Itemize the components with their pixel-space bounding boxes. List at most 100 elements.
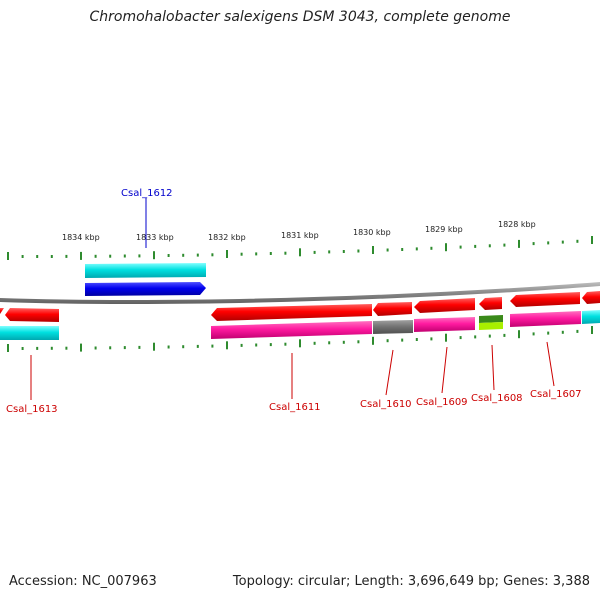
inner-tick xyxy=(240,343,243,347)
outer-tick xyxy=(386,248,389,252)
inner-tick xyxy=(547,331,550,335)
gene-csal-1612-cog[interactable] xyxy=(85,263,206,278)
inner-tick xyxy=(372,336,374,345)
inner-tick xyxy=(226,341,228,350)
gene-csal-1608-cds[interactable] xyxy=(479,297,502,310)
inner-tick xyxy=(561,330,564,334)
scale-label-1829: 1829 kbp xyxy=(425,225,463,234)
outer-tick xyxy=(488,244,491,248)
outer-tick xyxy=(503,243,506,247)
gene-label-csal-1610[interactable]: Csal_1610 xyxy=(360,399,412,410)
outer-tick xyxy=(138,254,141,258)
leader-csal-1607 xyxy=(546,341,555,387)
inner-tick xyxy=(21,347,24,350)
outer-tick xyxy=(518,239,520,248)
leader-csal-1609 xyxy=(441,346,448,394)
outer-tick xyxy=(372,246,374,254)
inner-tick xyxy=(474,335,477,339)
outer-tick xyxy=(153,251,155,260)
gene-csal-1607-cds[interactable] xyxy=(510,292,580,307)
outer-tick xyxy=(313,250,316,254)
outer-tick xyxy=(474,244,477,248)
outer-tick xyxy=(299,248,301,257)
outer-tick xyxy=(36,255,39,258)
gene-csal-1608-cog-bottom xyxy=(479,322,503,330)
inner-tick xyxy=(445,333,447,342)
outer-tick xyxy=(284,251,287,255)
genome-summary: Topology: circular; Length: 3,696,649 bp… xyxy=(232,574,590,589)
outer-tick xyxy=(532,242,535,246)
outer-tick xyxy=(576,239,579,243)
gene-label-csal-1607[interactable]: Csal_1607 xyxy=(530,389,582,400)
outer-tick xyxy=(255,252,258,256)
inner-tick xyxy=(459,336,462,340)
inner-tick xyxy=(167,345,170,349)
gene-next-cog xyxy=(582,310,600,324)
leader-csal-1608 xyxy=(491,344,495,391)
gene-csal-1613-cds[interactable] xyxy=(5,308,59,322)
outer-tick xyxy=(211,253,214,257)
scale-label-1831: 1831 kbp xyxy=(281,231,319,240)
outer-tick-marks xyxy=(7,236,593,260)
inner-tick xyxy=(415,338,418,341)
inner-tick xyxy=(284,342,287,346)
gene-csal-1612-cds[interactable] xyxy=(85,282,206,296)
gene-label-csal-1613[interactable]: Csal_1613 xyxy=(6,404,58,415)
gene-csal-1613-arrow-left[interactable] xyxy=(0,308,4,314)
inner-tick xyxy=(532,332,535,336)
inner-tick xyxy=(313,341,316,345)
gene-csal-1613-cog xyxy=(0,326,59,340)
gene-csal-1610-cds[interactable] xyxy=(373,302,412,316)
outer-tick xyxy=(547,241,550,245)
inner-tick xyxy=(109,346,112,350)
outer-tick xyxy=(50,255,53,258)
inner-tick xyxy=(65,346,68,350)
inner-tick xyxy=(299,339,301,348)
outer-tick xyxy=(401,248,404,251)
inner-tick xyxy=(50,346,53,350)
outer-tick xyxy=(196,253,199,257)
inner-tick xyxy=(430,337,433,341)
outer-tick xyxy=(269,252,272,255)
genome-backbone xyxy=(0,282,600,305)
outer-tick xyxy=(591,236,593,244)
inner-tick xyxy=(518,330,520,339)
gene-csal-1609-cog xyxy=(414,317,475,332)
inner-tick xyxy=(269,343,272,347)
inner-tick xyxy=(591,326,593,334)
inner-tick-marks xyxy=(7,326,593,352)
inner-tick xyxy=(138,345,141,349)
gene-csal-1608-cog-top xyxy=(479,315,503,323)
outer-tick xyxy=(80,251,82,260)
outer-tick xyxy=(7,252,9,260)
inner-tick xyxy=(488,334,491,338)
inner-tick xyxy=(386,339,389,343)
outer-tick xyxy=(357,249,360,253)
outer-tick xyxy=(430,246,433,250)
gene-label-csal-1608[interactable]: Csal_1608 xyxy=(471,393,523,404)
outer-tick xyxy=(65,254,68,258)
gene-label-csal-1609[interactable]: Csal_1609 xyxy=(416,397,468,408)
gene-next-cds[interactable] xyxy=(582,291,600,304)
leader-csal-1610 xyxy=(385,349,394,396)
outer-tick xyxy=(328,250,331,254)
outer-tick xyxy=(109,254,112,258)
gene-label-csal-1612[interactable]: Csal_1612 xyxy=(121,188,173,199)
inner-tick xyxy=(196,344,199,348)
outer-tick xyxy=(342,250,345,253)
gene-csal-1609-cds[interactable] xyxy=(414,298,475,313)
scale-label-1834: 1834 kbp xyxy=(62,233,100,242)
gene-label-csal-1611[interactable]: Csal_1611 xyxy=(269,402,321,413)
scale-label-1833: 1833 kbp xyxy=(136,233,174,242)
outer-tick xyxy=(94,254,97,258)
inner-tick xyxy=(576,329,579,333)
inner-tick xyxy=(342,340,345,344)
outer-tick xyxy=(459,245,462,249)
gene-csal-1611-cds[interactable] xyxy=(211,304,372,321)
inner-tick xyxy=(7,344,9,352)
gene-csal-1611-cog xyxy=(211,321,372,339)
inner-tick xyxy=(94,346,97,350)
outer-tick xyxy=(167,254,170,257)
outer-tick xyxy=(123,254,126,258)
